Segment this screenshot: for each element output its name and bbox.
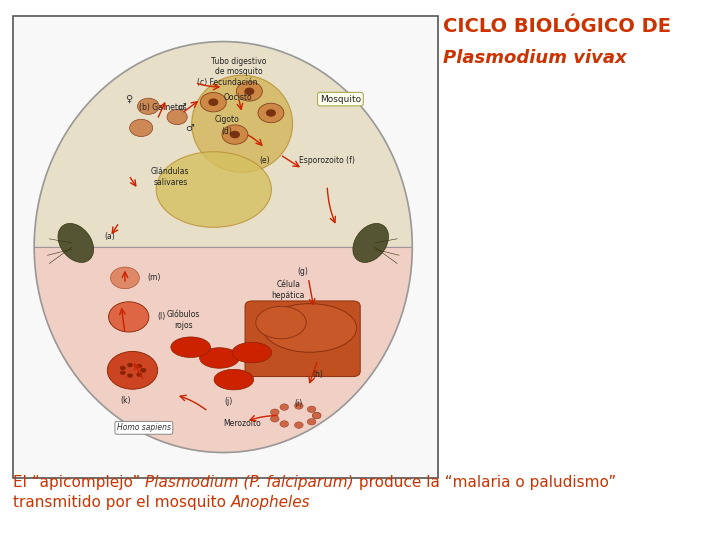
- Circle shape: [258, 103, 284, 123]
- Circle shape: [111, 267, 140, 289]
- Text: ♂: ♂: [177, 103, 186, 112]
- Text: (g): (g): [297, 267, 308, 276]
- Circle shape: [222, 125, 248, 144]
- Circle shape: [307, 406, 316, 413]
- Ellipse shape: [192, 75, 292, 172]
- Circle shape: [294, 403, 303, 409]
- Text: (e): (e): [259, 156, 270, 165]
- Text: Anopheles: Anopheles: [231, 495, 310, 510]
- Circle shape: [140, 368, 146, 373]
- Text: CICLO BIOLÓGICO DE: CICLO BIOLÓGICO DE: [443, 17, 671, 36]
- Ellipse shape: [256, 306, 306, 339]
- Ellipse shape: [58, 224, 94, 262]
- Bar: [13, 16, 438, 478]
- Text: produce la “malaria o paludismo”: produce la “malaria o paludismo”: [354, 475, 616, 490]
- Text: Mosquito: Mosquito: [320, 94, 361, 104]
- Ellipse shape: [214, 369, 253, 390]
- Text: ♀: ♀: [125, 94, 132, 104]
- Text: Glándulas
salivares: Glándulas salivares: [151, 167, 189, 187]
- Circle shape: [109, 302, 149, 332]
- Text: (k): (k): [120, 395, 130, 404]
- Text: ♂: ♂: [185, 123, 194, 133]
- Text: (i): (i): [294, 399, 303, 408]
- Ellipse shape: [156, 152, 271, 227]
- Text: Merozoito: Merozoito: [223, 419, 261, 428]
- Text: (h): (h): [312, 370, 323, 379]
- Ellipse shape: [353, 224, 389, 262]
- Ellipse shape: [263, 303, 356, 352]
- Circle shape: [244, 87, 254, 95]
- Text: (c) Fecundación: (c) Fecundación: [197, 78, 257, 87]
- Text: Célula
hepática: Célula hepática: [271, 280, 305, 300]
- Circle shape: [294, 422, 303, 428]
- Text: (j): (j): [225, 397, 233, 406]
- Text: (d): (d): [222, 127, 233, 137]
- Circle shape: [271, 416, 279, 422]
- Circle shape: [307, 418, 316, 425]
- Circle shape: [208, 98, 218, 106]
- Circle shape: [136, 373, 142, 377]
- Text: Homo sapiens: Homo sapiens: [117, 423, 171, 433]
- Circle shape: [236, 82, 262, 101]
- Text: Glóbulos
rojos: Glóbulos rojos: [167, 310, 200, 330]
- Circle shape: [167, 110, 187, 125]
- Text: Cigoto: Cigoto: [215, 115, 239, 124]
- Text: El “apicomplejo”: El “apicomplejo”: [13, 475, 145, 490]
- Circle shape: [120, 370, 126, 375]
- Ellipse shape: [199, 348, 239, 368]
- Circle shape: [280, 404, 289, 410]
- Circle shape: [107, 352, 158, 389]
- Text: (b) Gametos: (b) Gametos: [139, 103, 186, 112]
- Circle shape: [312, 412, 321, 418]
- Circle shape: [120, 366, 126, 370]
- Text: Oocisto: Oocisto: [224, 92, 253, 102]
- Circle shape: [271, 409, 279, 415]
- Text: Tubo digestivo
de mosquito: Tubo digestivo de mosquito: [211, 57, 266, 76]
- Circle shape: [127, 374, 133, 378]
- FancyBboxPatch shape: [245, 301, 360, 376]
- Text: Esporozoito (f): Esporozoito (f): [300, 156, 355, 165]
- Circle shape: [136, 364, 142, 368]
- Circle shape: [130, 119, 153, 137]
- Polygon shape: [34, 247, 413, 453]
- Text: transmitido por el mosquito: transmitido por el mosquito: [13, 495, 231, 510]
- Text: (m): (m): [147, 273, 161, 282]
- Circle shape: [312, 412, 321, 418]
- Circle shape: [280, 421, 289, 427]
- Circle shape: [230, 131, 240, 138]
- Ellipse shape: [171, 337, 210, 357]
- Text: Plasmodium (P. falciparum): Plasmodium (P. falciparum): [145, 475, 354, 490]
- Text: (l): (l): [157, 313, 166, 321]
- Ellipse shape: [232, 342, 271, 363]
- Text: (a): (a): [104, 232, 115, 241]
- Circle shape: [140, 368, 146, 373]
- Circle shape: [127, 363, 133, 367]
- Polygon shape: [34, 42, 413, 247]
- Circle shape: [200, 92, 226, 112]
- Circle shape: [266, 109, 276, 117]
- Text: Plasmodium vivax: Plasmodium vivax: [443, 49, 626, 66]
- Circle shape: [138, 98, 159, 114]
